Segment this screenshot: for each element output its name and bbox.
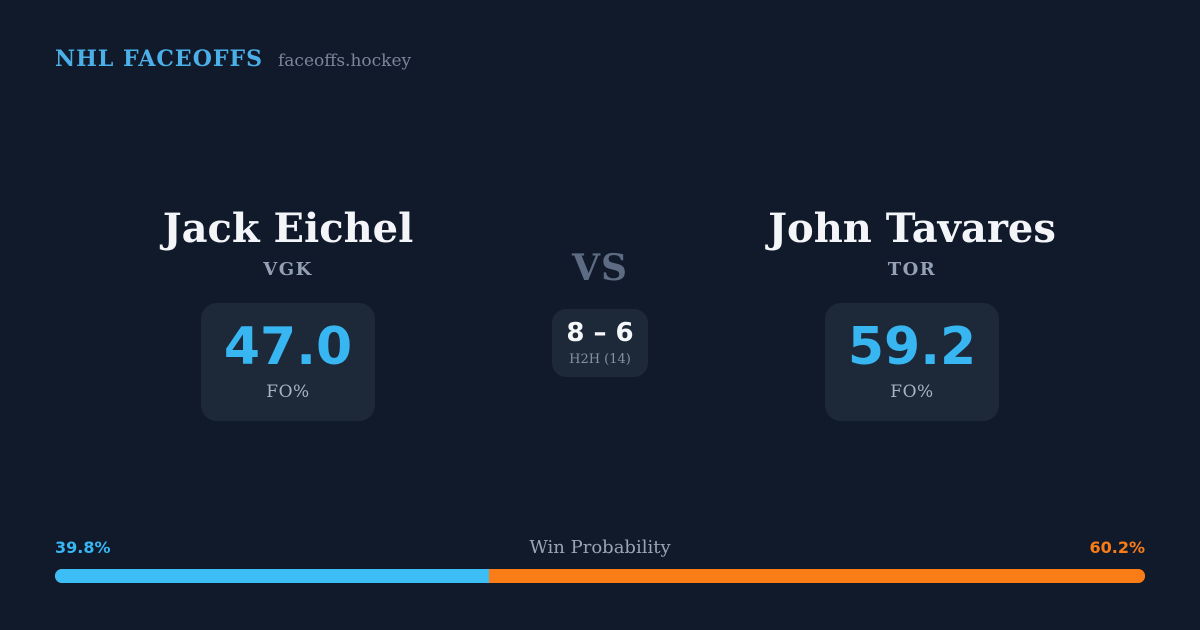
h2h-card: 8 – 6 H2H (14) [552, 309, 648, 377]
left-win-pct: 39.8% [55, 538, 111, 557]
stat-label: FO% [890, 382, 934, 403]
h2h-label: H2H (14) [569, 351, 631, 367]
stat-label: FO% [266, 382, 310, 403]
h2h-score: 8 – 6 [566, 317, 634, 348]
vs-label: VS [572, 247, 628, 289]
win-probability-title: Win Probability [529, 537, 671, 558]
win-probability-section: 39.8% Win Probability 60.2% [55, 538, 1145, 583]
site-domain: faceoffs.hockey [278, 51, 412, 71]
player-panel-left: Jack Eichel VGK 47.0 FO% [138, 206, 438, 421]
player-team: TOR [887, 259, 937, 280]
brand-logo: NHL FACEOFFS [55, 46, 263, 72]
player-team: VGK [263, 259, 313, 280]
stat-value: 47.0 [223, 317, 353, 378]
win-bar-left-segment [55, 569, 489, 583]
stat-card: 59.2 FO% [825, 302, 999, 421]
player-name: John Tavares [768, 205, 1056, 252]
win-probability-labels: 39.8% Win Probability 60.2% [55, 538, 1145, 558]
center-panel: VS 8 – 6 H2H (14) [540, 250, 660, 377]
player-panel-right: John Tavares TOR 59.2 FO% [762, 206, 1062, 421]
stat-value: 59.2 [847, 317, 977, 378]
win-bar-right-segment [488, 569, 1145, 583]
win-bar [55, 569, 1145, 583]
right-win-pct: 60.2% [1089, 538, 1145, 557]
header: NHL FACEOFFS faceoffs.hockey [55, 46, 411, 72]
stat-card: 47.0 FO% [201, 302, 375, 421]
player-name: Jack Eichel [162, 205, 414, 252]
